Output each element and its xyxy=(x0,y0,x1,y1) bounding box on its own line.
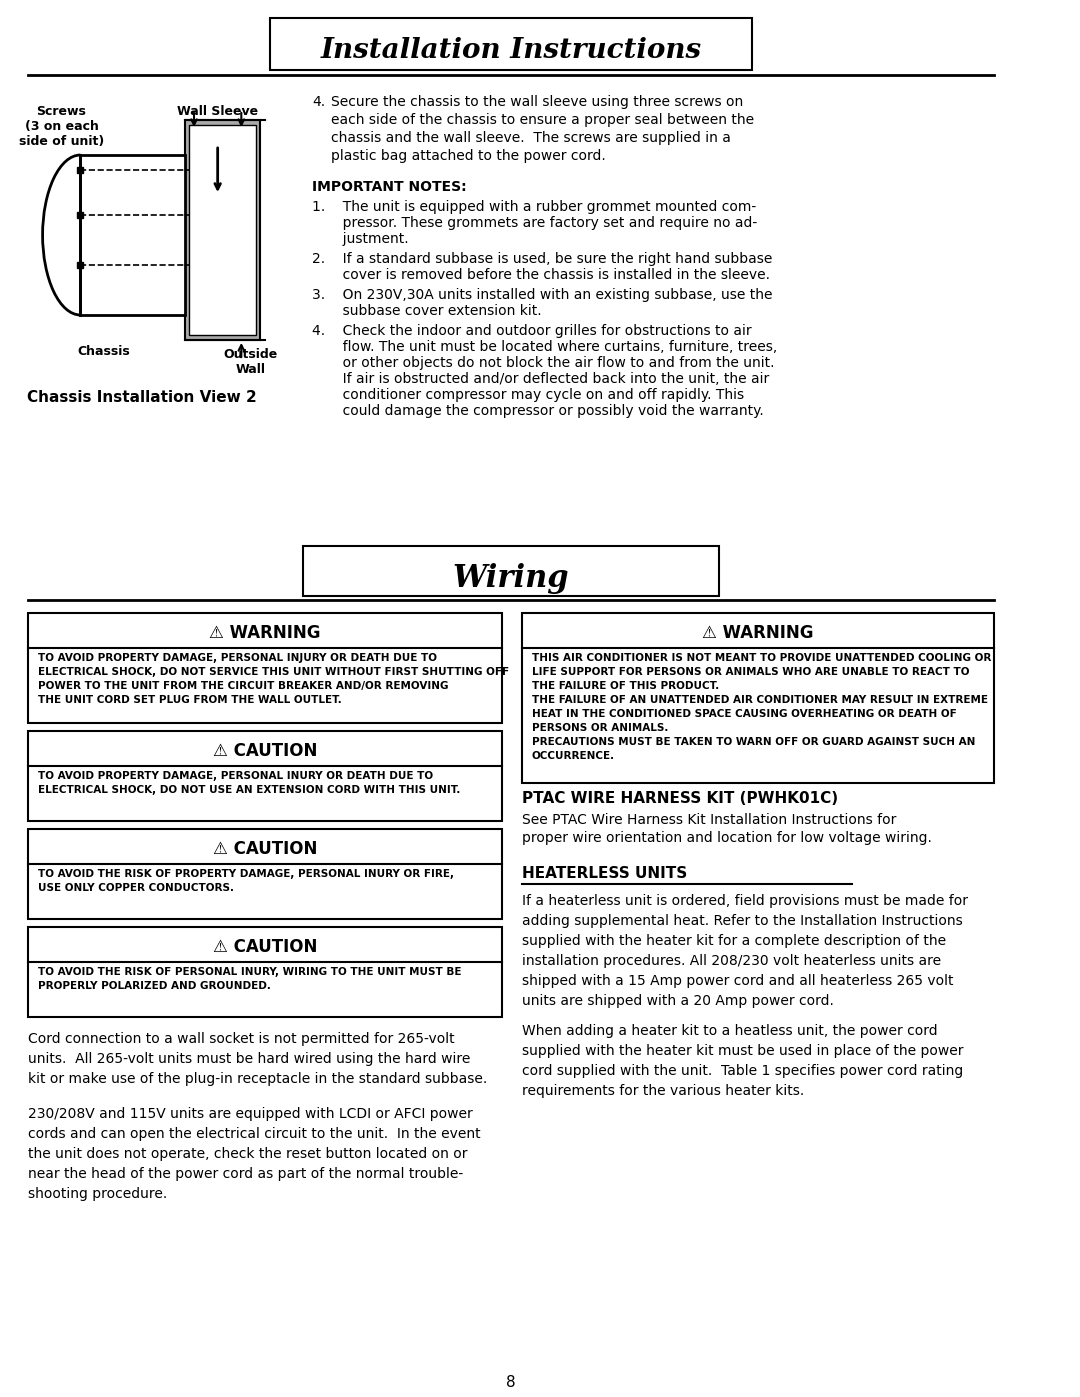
Text: each side of the chassis to ensure a proper seal between the: each side of the chassis to ensure a pro… xyxy=(332,113,754,127)
Text: pressor. These grommets are factory set and require no ad-: pressor. These grommets are factory set … xyxy=(312,217,757,231)
Text: ELECTRICAL SHOCK, DO NOT USE AN EXTENSION CORD WITH THIS UNIT.: ELECTRICAL SHOCK, DO NOT USE AN EXTENSIO… xyxy=(38,785,460,795)
Text: units.  All 265-volt units must be hard wired using the hard wire: units. All 265-volt units must be hard w… xyxy=(28,1052,471,1066)
Text: Installation Instructions: Installation Instructions xyxy=(321,36,702,63)
Bar xyxy=(189,124,256,335)
Text: PRECAUTIONS MUST BE TAKEN TO WARN OFF OR GUARD AGAINST SUCH AN: PRECAUTIONS MUST BE TAKEN TO WARN OFF OR… xyxy=(531,738,975,747)
Text: TO AVOID THE RISK OF PROPERTY DAMAGE, PERSONAL INURY OR FIRE,: TO AVOID THE RISK OF PROPERTY DAMAGE, PE… xyxy=(38,869,454,879)
Text: chassis and the wall sleeve.  The screws are supplied in a: chassis and the wall sleeve. The screws … xyxy=(332,131,731,145)
Text: flow. The unit must be located where curtains, furniture, trees,: flow. The unit must be located where cur… xyxy=(312,339,778,353)
Bar xyxy=(185,120,260,339)
Text: units are shipped with a 20 Amp power cord.: units are shipped with a 20 Amp power co… xyxy=(523,995,834,1009)
Text: When adding a heater kit to a heatless unit, the power cord: When adding a heater kit to a heatless u… xyxy=(523,1024,939,1038)
Text: Cord connection to a wall socket is not permitted for 265-volt: Cord connection to a wall socket is not … xyxy=(28,1032,455,1046)
Bar xyxy=(28,928,501,1017)
Text: ⚠ WARNING: ⚠ WARNING xyxy=(210,624,321,643)
Bar xyxy=(523,613,994,782)
Text: shooting procedure.: shooting procedure. xyxy=(28,1187,167,1201)
Bar xyxy=(80,155,185,314)
Text: PTAC WIRE HARNESS KIT (PWHK01C): PTAC WIRE HARNESS KIT (PWHK01C) xyxy=(523,791,838,806)
Text: ⚠ CAUTION: ⚠ CAUTION xyxy=(213,937,318,956)
Bar xyxy=(28,828,501,919)
Text: THE FAILURE OF AN UNATTENDED AIR CONDITIONER MAY RESULT IN EXTREME: THE FAILURE OF AN UNATTENDED AIR CONDITI… xyxy=(531,694,988,705)
Text: Screws
(3 on each
side of unit): Screws (3 on each side of unit) xyxy=(18,105,104,148)
Text: THIS AIR CONDITIONER IS NOT MEANT TO PROVIDE UNATTENDED COOLING OR: THIS AIR CONDITIONER IS NOT MEANT TO PRO… xyxy=(531,652,991,664)
Text: plastic bag attached to the power cord.: plastic bag attached to the power cord. xyxy=(332,149,606,163)
Text: proper wire orientation and location for low voltage wiring.: proper wire orientation and location for… xyxy=(523,831,932,845)
Text: supplied with the heater kit for a complete description of the: supplied with the heater kit for a compl… xyxy=(523,935,946,949)
Text: HEATERLESS UNITS: HEATERLESS UNITS xyxy=(523,866,688,882)
Text: requirements for the various heater kits.: requirements for the various heater kits… xyxy=(523,1084,805,1098)
Text: Outside
Wall: Outside Wall xyxy=(224,348,278,376)
Text: THE UNIT CORD SET PLUG FROM THE WALL OUTLET.: THE UNIT CORD SET PLUG FROM THE WALL OUT… xyxy=(38,694,341,705)
Text: ⚠ CAUTION: ⚠ CAUTION xyxy=(213,742,318,760)
Text: adding supplemental heat. Refer to the Installation Instructions: adding supplemental heat. Refer to the I… xyxy=(523,914,963,928)
Text: 4.    Check the indoor and outdoor grilles for obstructions to air: 4. Check the indoor and outdoor grilles … xyxy=(312,324,752,338)
Text: subbase cover extension kit.: subbase cover extension kit. xyxy=(312,305,542,319)
Bar xyxy=(28,613,501,724)
Bar xyxy=(302,546,719,597)
Text: Chassis: Chassis xyxy=(78,345,131,358)
Text: PERSONS OR ANIMALS.: PERSONS OR ANIMALS. xyxy=(531,724,669,733)
Text: near the head of the power cord as part of the normal trouble-: near the head of the power cord as part … xyxy=(28,1166,463,1180)
Text: cord supplied with the unit.  Table 1 specifies power cord rating: cord supplied with the unit. Table 1 spe… xyxy=(523,1065,963,1078)
Text: ⚠ CAUTION: ⚠ CAUTION xyxy=(213,840,318,858)
Text: justment.: justment. xyxy=(312,232,409,246)
Text: 3.    On 230V,30A units installed with an existing subbase, use the: 3. On 230V,30A units installed with an e… xyxy=(312,288,773,302)
Text: conditioner compressor may cycle on and off rapidly. This: conditioner compressor may cycle on and … xyxy=(312,388,744,402)
Text: ⚠ WARNING: ⚠ WARNING xyxy=(702,624,814,643)
Text: LIFE SUPPORT FOR PERSONS OR ANIMALS WHO ARE UNABLE TO REACT TO: LIFE SUPPORT FOR PERSONS OR ANIMALS WHO … xyxy=(531,666,970,678)
Text: shipped with a 15 Amp power cord and all heaterless 265 volt: shipped with a 15 Amp power cord and all… xyxy=(523,974,954,988)
Text: POWER TO THE UNIT FROM THE CIRCUIT BREAKER AND/OR REMOVING: POWER TO THE UNIT FROM THE CIRCUIT BREAK… xyxy=(38,680,448,692)
Text: If a heaterless unit is ordered, field provisions must be made for: If a heaterless unit is ordered, field p… xyxy=(523,894,969,908)
Text: cover is removed before the chassis is installed in the sleeve.: cover is removed before the chassis is i… xyxy=(312,268,770,282)
Text: THE FAILURE OF THIS PRODUCT.: THE FAILURE OF THIS PRODUCT. xyxy=(531,680,719,692)
Bar xyxy=(28,731,501,821)
Text: the unit does not operate, check the reset button located on or: the unit does not operate, check the res… xyxy=(28,1147,468,1161)
Text: or other objects do not block the air flow to and from the unit.: or other objects do not block the air fl… xyxy=(312,356,774,370)
Text: could damage the compressor or possibly void the warranty.: could damage the compressor or possibly … xyxy=(312,404,764,418)
Text: IMPORTANT NOTES:: IMPORTANT NOTES: xyxy=(312,180,467,194)
Text: supplied with the heater kit must be used in place of the power: supplied with the heater kit must be use… xyxy=(523,1044,963,1058)
Text: HEAT IN THE CONDITIONED SPACE CAUSING OVERHEATING OR DEATH OF: HEAT IN THE CONDITIONED SPACE CAUSING OV… xyxy=(531,710,957,719)
Text: TO AVOID PROPERTY DAMAGE, PERSONAL INJURY OR DEATH DUE TO: TO AVOID PROPERTY DAMAGE, PERSONAL INJUR… xyxy=(38,652,436,664)
Text: 1.    The unit is equipped with a rubber grommet mounted com-: 1. The unit is equipped with a rubber gr… xyxy=(312,200,757,214)
Text: 8: 8 xyxy=(507,1375,516,1390)
Text: installation procedures. All 208/230 volt heaterless units are: installation procedures. All 208/230 vol… xyxy=(523,954,942,968)
Text: TO AVOID THE RISK OF PERSONAL INURY, WIRING TO THE UNIT MUST BE: TO AVOID THE RISK OF PERSONAL INURY, WIR… xyxy=(38,967,461,977)
Text: cords and can open the electrical circuit to the unit.  In the event: cords and can open the electrical circui… xyxy=(28,1127,481,1141)
Text: TO AVOID PROPERTY DAMAGE, PERSONAL INURY OR DEATH DUE TO: TO AVOID PROPERTY DAMAGE, PERSONAL INURY… xyxy=(38,771,433,781)
Bar xyxy=(270,18,753,70)
Text: Chassis Installation View 2: Chassis Installation View 2 xyxy=(27,390,257,405)
Text: USE ONLY COPPER CONDUCTORS.: USE ONLY COPPER CONDUCTORS. xyxy=(38,883,234,893)
Text: Wall Sleeve: Wall Sleeve xyxy=(177,105,258,117)
Text: 4.: 4. xyxy=(312,95,325,109)
Text: 2.    If a standard subbase is used, be sure the right hand subbase: 2. If a standard subbase is used, be sur… xyxy=(312,251,772,265)
Text: If air is obstructed and/or deflected back into the unit, the air: If air is obstructed and/or deflected ba… xyxy=(312,372,770,386)
Text: Secure the chassis to the wall sleeve using three screws on: Secure the chassis to the wall sleeve us… xyxy=(332,95,743,109)
Text: See PTAC Wire Harness Kit Installation Instructions for: See PTAC Wire Harness Kit Installation I… xyxy=(523,813,896,827)
Text: OCCURRENCE.: OCCURRENCE. xyxy=(531,752,615,761)
Text: 230/208V and 115V units are equipped with LCDI or AFCI power: 230/208V and 115V units are equipped wit… xyxy=(28,1106,473,1120)
Text: ELECTRICAL SHOCK, DO NOT SERVICE THIS UNIT WITHOUT FIRST SHUTTING OFF: ELECTRICAL SHOCK, DO NOT SERVICE THIS UN… xyxy=(38,666,509,678)
Text: Wiring: Wiring xyxy=(453,563,569,594)
Text: PROPERLY POLARIZED AND GROUNDED.: PROPERLY POLARIZED AND GROUNDED. xyxy=(38,981,271,990)
Text: kit or make use of the plug-in receptacle in the standard subbase.: kit or make use of the plug-in receptacl… xyxy=(28,1071,488,1085)
